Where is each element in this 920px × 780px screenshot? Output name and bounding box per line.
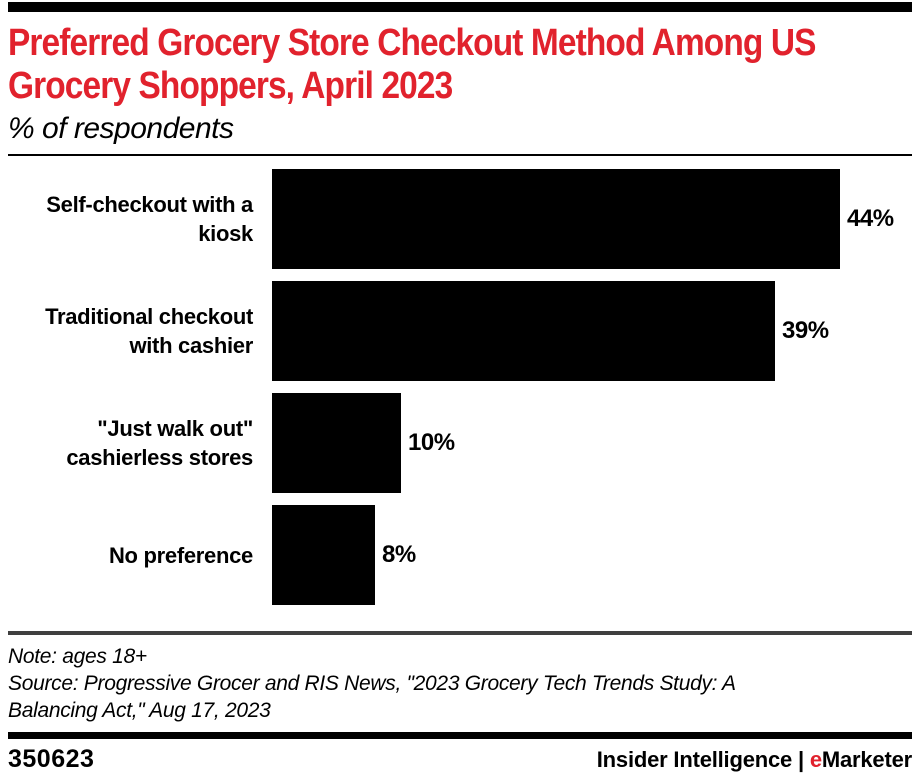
brand-lockup: Insider Intelligence | eMarketer xyxy=(597,747,912,773)
bar-track: 8% xyxy=(272,505,920,605)
header-divider xyxy=(8,154,912,156)
top-black-bar xyxy=(8,2,912,12)
chart-header: Preferred Grocery Store Checkout Method … xyxy=(8,22,912,146)
brand-emarketer-e: e xyxy=(809,747,822,772)
chart-id: 350623 xyxy=(8,745,95,773)
bar-track: 39% xyxy=(272,281,920,381)
bar-chart: Self-checkout with a kiosk 44% Traditional… xyxy=(0,169,920,605)
brand-emarketer-rest: Marketer xyxy=(821,747,912,772)
page-title: Preferred Grocery Store Checkout Method … xyxy=(8,22,816,108)
bar-row: Self-checkout with a kiosk 44% xyxy=(0,169,920,269)
value-label: 39% xyxy=(782,317,829,344)
bar xyxy=(272,505,375,605)
value-label: 10% xyxy=(408,429,455,456)
category-label: Self-checkout with a kiosk xyxy=(46,192,253,246)
category-label: Traditional checkout with cashier xyxy=(45,304,253,358)
brand-separator: | xyxy=(792,747,810,772)
value-label: 8% xyxy=(382,541,416,568)
source-text: Source: Progressive Grocer and RIS News,… xyxy=(8,672,735,722)
page-title-line1: Preferred Grocery Store Checkout Method … xyxy=(8,22,816,64)
footnote-divider xyxy=(8,631,912,635)
chart-subtitle: % of respondents xyxy=(8,112,234,145)
brand-insider-intelligence: Insider Intelligence xyxy=(596,747,793,772)
footnotes: Note: ages 18+ Source: Progressive Groce… xyxy=(8,643,912,724)
bar xyxy=(272,281,775,381)
bar-track: 10% xyxy=(272,393,920,493)
bar xyxy=(272,393,401,493)
bar-row: Traditional checkout with cashier 39% xyxy=(0,281,920,381)
bar-track: 44% xyxy=(272,169,920,269)
category-label: "Just walk out" cashierless stores xyxy=(66,416,253,470)
value-label: 44% xyxy=(847,205,894,232)
category-label: No preference xyxy=(108,542,253,568)
footer: 350623 Insider Intelligence | eMarketer xyxy=(8,745,912,774)
bar-row: No preference 8% xyxy=(0,505,920,605)
page-title-line2: Grocery Shoppers, April 2023 xyxy=(8,65,453,107)
note-text: Note: ages 18+ xyxy=(8,645,147,668)
bar xyxy=(272,169,840,269)
bar-row: "Just walk out" cashierless stores 10% xyxy=(0,393,920,493)
footer-black-bar xyxy=(8,732,912,739)
